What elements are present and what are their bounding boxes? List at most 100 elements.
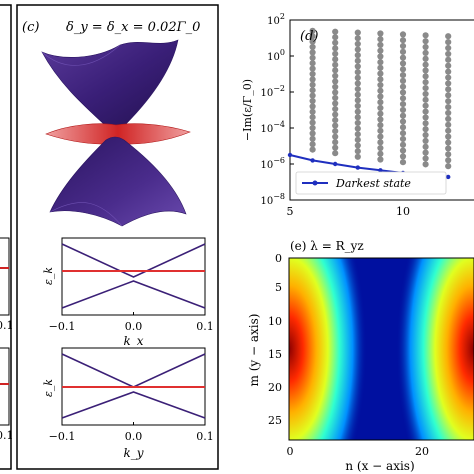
gray-dot xyxy=(422,155,429,162)
left-tick-1: 0.1 xyxy=(0,319,14,332)
panel-c-label: (c) xyxy=(22,20,39,35)
gray-dot xyxy=(377,99,384,106)
band-structure-3d xyxy=(41,39,191,227)
gray-dot xyxy=(399,153,407,160)
d-legend: Darkest state xyxy=(295,171,447,195)
gray-dot xyxy=(309,27,316,34)
kx-tick-pos: 0.1 xyxy=(196,320,214,333)
gray-dot xyxy=(309,33,316,40)
gray-dot xyxy=(445,151,452,158)
gray-dot xyxy=(354,69,361,76)
gray-dot xyxy=(377,70,384,77)
panel-c-frame xyxy=(16,4,219,470)
gray-dot xyxy=(377,59,384,66)
gray-dot xyxy=(332,116,339,124)
kx-tick-zero: 0.0 xyxy=(125,320,143,333)
e-xlabel: n (x − axis) xyxy=(345,459,414,473)
gray-dot xyxy=(354,136,361,143)
gray-dot xyxy=(399,101,407,108)
gray-dot xyxy=(377,47,384,54)
gray-dot xyxy=(422,149,429,156)
gray-dot xyxy=(309,130,316,137)
gray-dot xyxy=(377,104,384,112)
gray-dot xyxy=(399,89,407,96)
d-yticks: 102 100 10−2 10−4 10−6 10−8 xyxy=(260,12,294,207)
gray-dot xyxy=(309,87,316,94)
gray-dot xyxy=(399,66,407,73)
gray-dot xyxy=(332,144,339,151)
gray-dot xyxy=(422,137,429,144)
gray-dot xyxy=(377,36,384,43)
gray-dot xyxy=(332,128,339,135)
kx-tick-neg: −0.1 xyxy=(49,320,76,333)
gray-dot xyxy=(445,86,452,93)
gray-dot xyxy=(422,61,429,68)
gray-dot xyxy=(309,103,316,110)
gray-dot xyxy=(332,139,339,146)
gray-dot xyxy=(332,94,339,102)
gray-dot xyxy=(399,106,407,114)
e-ytick-15: 15 xyxy=(268,348,282,361)
gray-dot xyxy=(422,108,429,115)
darkest-state-point xyxy=(355,165,360,170)
gray-dot xyxy=(445,98,452,105)
gray-dot xyxy=(377,87,384,94)
gray-dot xyxy=(445,109,452,117)
gray-dot xyxy=(309,70,316,78)
gray-dot xyxy=(354,102,361,110)
gray-dot xyxy=(354,74,361,81)
e-ytick-0: 0 xyxy=(275,252,282,265)
gray-dot xyxy=(332,72,339,79)
gray-dot xyxy=(422,43,429,51)
gray-dot xyxy=(399,124,407,131)
gray-dot xyxy=(354,148,361,155)
panel-d: (d) 102 100 10−2 10−4 10−6 10−8 5 10 −Im(ε/Γ_… xyxy=(241,12,474,218)
subplot-kx: −0.1 0.0 0.1 k_x ε_k xyxy=(42,237,214,348)
gray-dot xyxy=(309,43,316,51)
gray-dot xyxy=(399,130,407,137)
gray-dot xyxy=(354,85,361,93)
gray-dot xyxy=(377,127,384,134)
ky-ylabel: ε_k xyxy=(42,379,55,397)
gray-dot xyxy=(309,141,316,148)
gray-dot xyxy=(354,52,361,59)
gray-dot xyxy=(309,60,316,67)
gray-dot xyxy=(399,71,407,79)
gray-dot xyxy=(309,108,316,115)
gray-dot xyxy=(354,125,361,132)
gray-dot xyxy=(332,111,339,118)
gray-dot xyxy=(354,114,361,121)
gray-dot xyxy=(422,102,429,109)
gray-dot xyxy=(377,110,384,117)
gray-dot xyxy=(309,76,316,83)
subplot-ky: −0.1 0.0 0.1 k_y ε_k xyxy=(42,347,214,460)
e-ytick-20: 20 xyxy=(268,381,282,394)
gray-dot xyxy=(332,67,339,74)
gray-dot xyxy=(445,157,452,164)
d-ytick-label: 10−8 xyxy=(260,192,285,207)
gray-dot xyxy=(377,116,384,123)
left-tick-2: 0.1 xyxy=(0,429,14,442)
darkest-state-point xyxy=(378,168,383,173)
gray-dot xyxy=(332,39,339,46)
gray-dot xyxy=(332,133,339,140)
e-xtick-0: 0 xyxy=(287,445,294,458)
gray-dot xyxy=(445,139,452,146)
e-ylabel: m (y − axis) xyxy=(247,314,261,387)
gray-dot xyxy=(399,95,407,102)
darkest-state-point xyxy=(287,152,293,158)
gray-dot xyxy=(377,93,384,100)
gray-dot xyxy=(354,46,361,53)
gray-dot xyxy=(445,62,452,69)
gray-dot xyxy=(422,114,429,121)
left-partial-panel: 0.1 0.1 xyxy=(0,4,14,470)
flat-band xyxy=(45,123,191,145)
gray-dot xyxy=(354,80,361,87)
heatmap xyxy=(288,257,474,441)
gray-dot xyxy=(309,97,316,105)
gray-dot xyxy=(377,30,384,37)
gray-dot xyxy=(445,44,452,52)
gray-dot xyxy=(422,84,429,92)
gray-dot xyxy=(309,81,316,88)
gray-dot xyxy=(354,35,361,42)
